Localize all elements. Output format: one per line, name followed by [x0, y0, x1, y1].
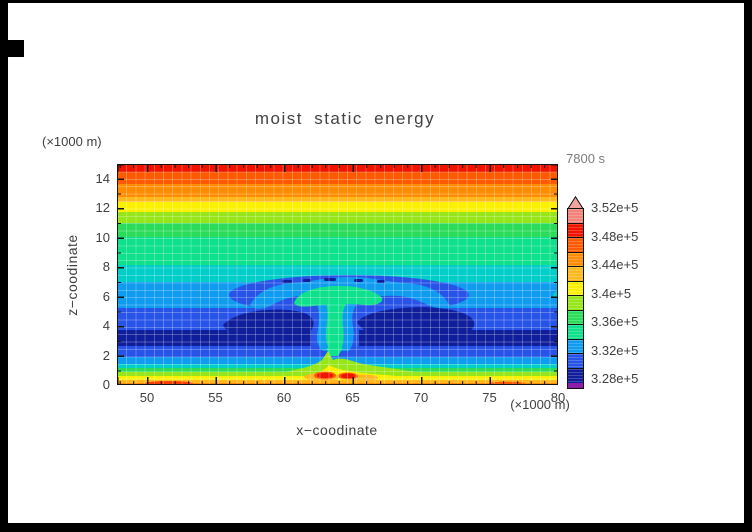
window-frame-top — [0, 0, 752, 3]
colorbar-segment — [568, 354, 583, 369]
window-frame-notch — [8, 40, 24, 57]
colorbar-label-352: 3.52e+5 — [591, 200, 639, 215]
y-tick-0: 0 — [102, 377, 110, 392]
y-tick-2: 2 — [102, 347, 110, 363]
colorbar-segment — [568, 296, 583, 311]
y-tick-14: 14 — [95, 170, 110, 186]
colorbar-segment — [568, 238, 583, 253]
colorbar-label-328: 3.28e+5 — [591, 371, 639, 386]
x-axis-unit-label: (×1000 m) — [510, 397, 570, 412]
colorbar-segment — [568, 368, 583, 383]
colorbar-label-336: 3.36e+5 — [591, 314, 639, 329]
colorbar-underflow-stub — [567, 382, 584, 389]
y-axis-unit-label: (×1000 m) — [42, 134, 102, 149]
colorbar-segment — [568, 209, 583, 224]
x-tick-80: 80 — [550, 390, 566, 405]
window-frame-bottom — [0, 523, 752, 532]
contour-field — [117, 164, 558, 385]
colorbar-body — [567, 208, 584, 384]
x-tick-75: 75 — [482, 390, 497, 405]
y-tick-12: 12 — [95, 200, 110, 215]
y-tick-6: 6 — [102, 288, 110, 304]
x-tick-55: 55 — [208, 390, 223, 405]
y-tick-10: 10 — [95, 229, 110, 245]
colorbar-segment — [568, 339, 583, 354]
colorbar-segment — [568, 281, 583, 296]
chart-title: moist static energy — [254, 109, 436, 128]
x-tick-60: 60 — [276, 390, 292, 405]
x-tick-50: 50 — [139, 390, 155, 405]
colorbar-segment — [568, 252, 583, 267]
colorbar-label-344: 3.44e+5 — [591, 257, 639, 272]
colorbar-label-340: 3.4e+5 — [591, 285, 632, 301]
y-tick-4: 4 — [102, 318, 110, 333]
x-tick-65: 65 — [345, 390, 360, 405]
window-frame-right — [744, 0, 752, 532]
colorbar-segment — [568, 267, 583, 282]
y-tick-8: 8 — [102, 259, 110, 274]
colorbar-label-348: 3.48e+5 — [591, 228, 639, 244]
colorbar-segment — [568, 325, 583, 340]
colorbar-segment — [568, 310, 583, 325]
colorbar-label-332: 3.32e+5 — [591, 342, 639, 358]
contour-plot-area — [117, 164, 558, 385]
window-frame-left — [0, 0, 8, 532]
x-axis-label: x−coodinate — [296, 422, 378, 438]
x-tick-70: 70 — [413, 390, 429, 405]
colorbar-segment — [568, 223, 583, 238]
time-label: 7800 s — [566, 151, 606, 166]
